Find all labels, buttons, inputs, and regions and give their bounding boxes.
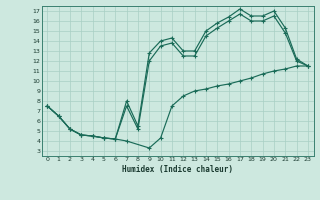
X-axis label: Humidex (Indice chaleur): Humidex (Indice chaleur) [122, 165, 233, 174]
